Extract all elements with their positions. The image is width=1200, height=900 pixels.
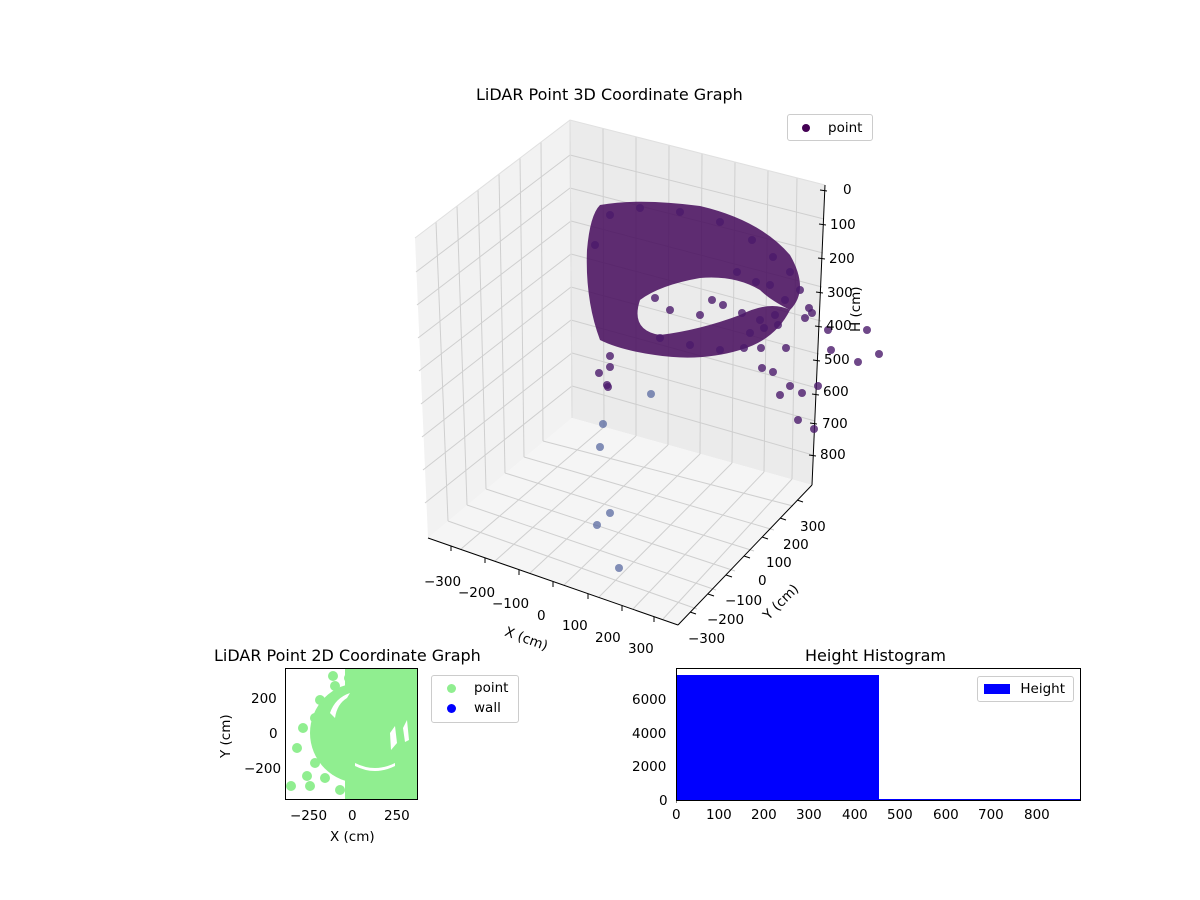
z-tick: 0 [843,182,852,198]
y-tick: 6000 [632,692,667,708]
y-tick: −200 [707,612,745,628]
x-tick: 250 [384,808,410,824]
x-tick: 300 [628,641,654,657]
histogram-bar [676,675,879,801]
z-tick: 500 [824,352,850,368]
histogram-title: Height Histogram [805,646,946,665]
z-tick: 400 [826,318,852,334]
x-axis-label: X (cm) [330,829,375,845]
legend-marker-wall-icon [447,703,456,713]
y-tick: 300 [800,519,826,535]
histogram-legend: Height [977,676,1074,702]
x-tick: 200 [595,630,621,646]
legend-marker-point-icon [802,123,810,132]
x-tick: −200 [458,585,496,601]
legend-marker-point-icon [447,683,456,693]
plot-2d-canvas [285,668,418,800]
z-tick: 600 [823,384,849,400]
plot-3d-title: LiDAR Point 3D Coordinate Graph [476,85,743,104]
plot-3d-legend: point [787,114,873,141]
legend-label-height: Height [1020,681,1065,697]
y-axis-label: Y (cm) [218,714,234,758]
legend-label-point: point [474,680,509,696]
z-tick: 300 [827,285,853,301]
y-tick: 2000 [632,759,667,775]
point-cloud-3d [586,201,800,358]
x-tick: 300 [796,807,822,823]
y-tick: 0 [269,726,278,742]
legend-label-point: point [828,119,863,136]
x-tick: −250 [290,808,328,824]
x-tick: 0 [672,807,681,823]
legend-label-wall: wall [474,700,501,716]
y-tick: −200 [244,761,282,777]
y-tick: 200 [783,537,809,553]
plot-2d-title: LiDAR Point 2D Coordinate Graph [214,646,481,665]
x-tick: −300 [424,574,462,590]
z-tick: 100 [830,217,856,233]
plot-2d-legend: point wall [431,675,519,723]
x-tick: 100 [706,807,732,823]
x-tick: 400 [842,807,868,823]
y-tick: −300 [688,631,726,647]
x-tick: 0 [537,608,546,624]
z-tick: 800 [820,447,846,463]
z-tick: 200 [829,251,855,267]
y-tick: 0 [758,573,767,589]
y-tick: 0 [659,793,668,809]
x-tick: 500 [887,807,913,823]
y-tick: 4000 [632,726,667,742]
x-tick: −100 [492,596,530,612]
z-axis-label: H (cm) [848,286,864,332]
x-tick: 700 [978,807,1004,823]
x-tick: 100 [562,618,588,634]
z-tick: 700 [822,416,848,432]
x-tick: 0 [348,808,357,824]
histogram-canvas [676,668,1081,803]
x-tick: 200 [751,807,777,823]
x-tick: 800 [1024,807,1050,823]
legend-patch-height-icon [984,684,1011,694]
y-tick: 100 [766,555,792,571]
y-tick: 200 [251,691,277,707]
y-tick: −100 [725,593,763,609]
x-tick: 600 [933,807,959,823]
